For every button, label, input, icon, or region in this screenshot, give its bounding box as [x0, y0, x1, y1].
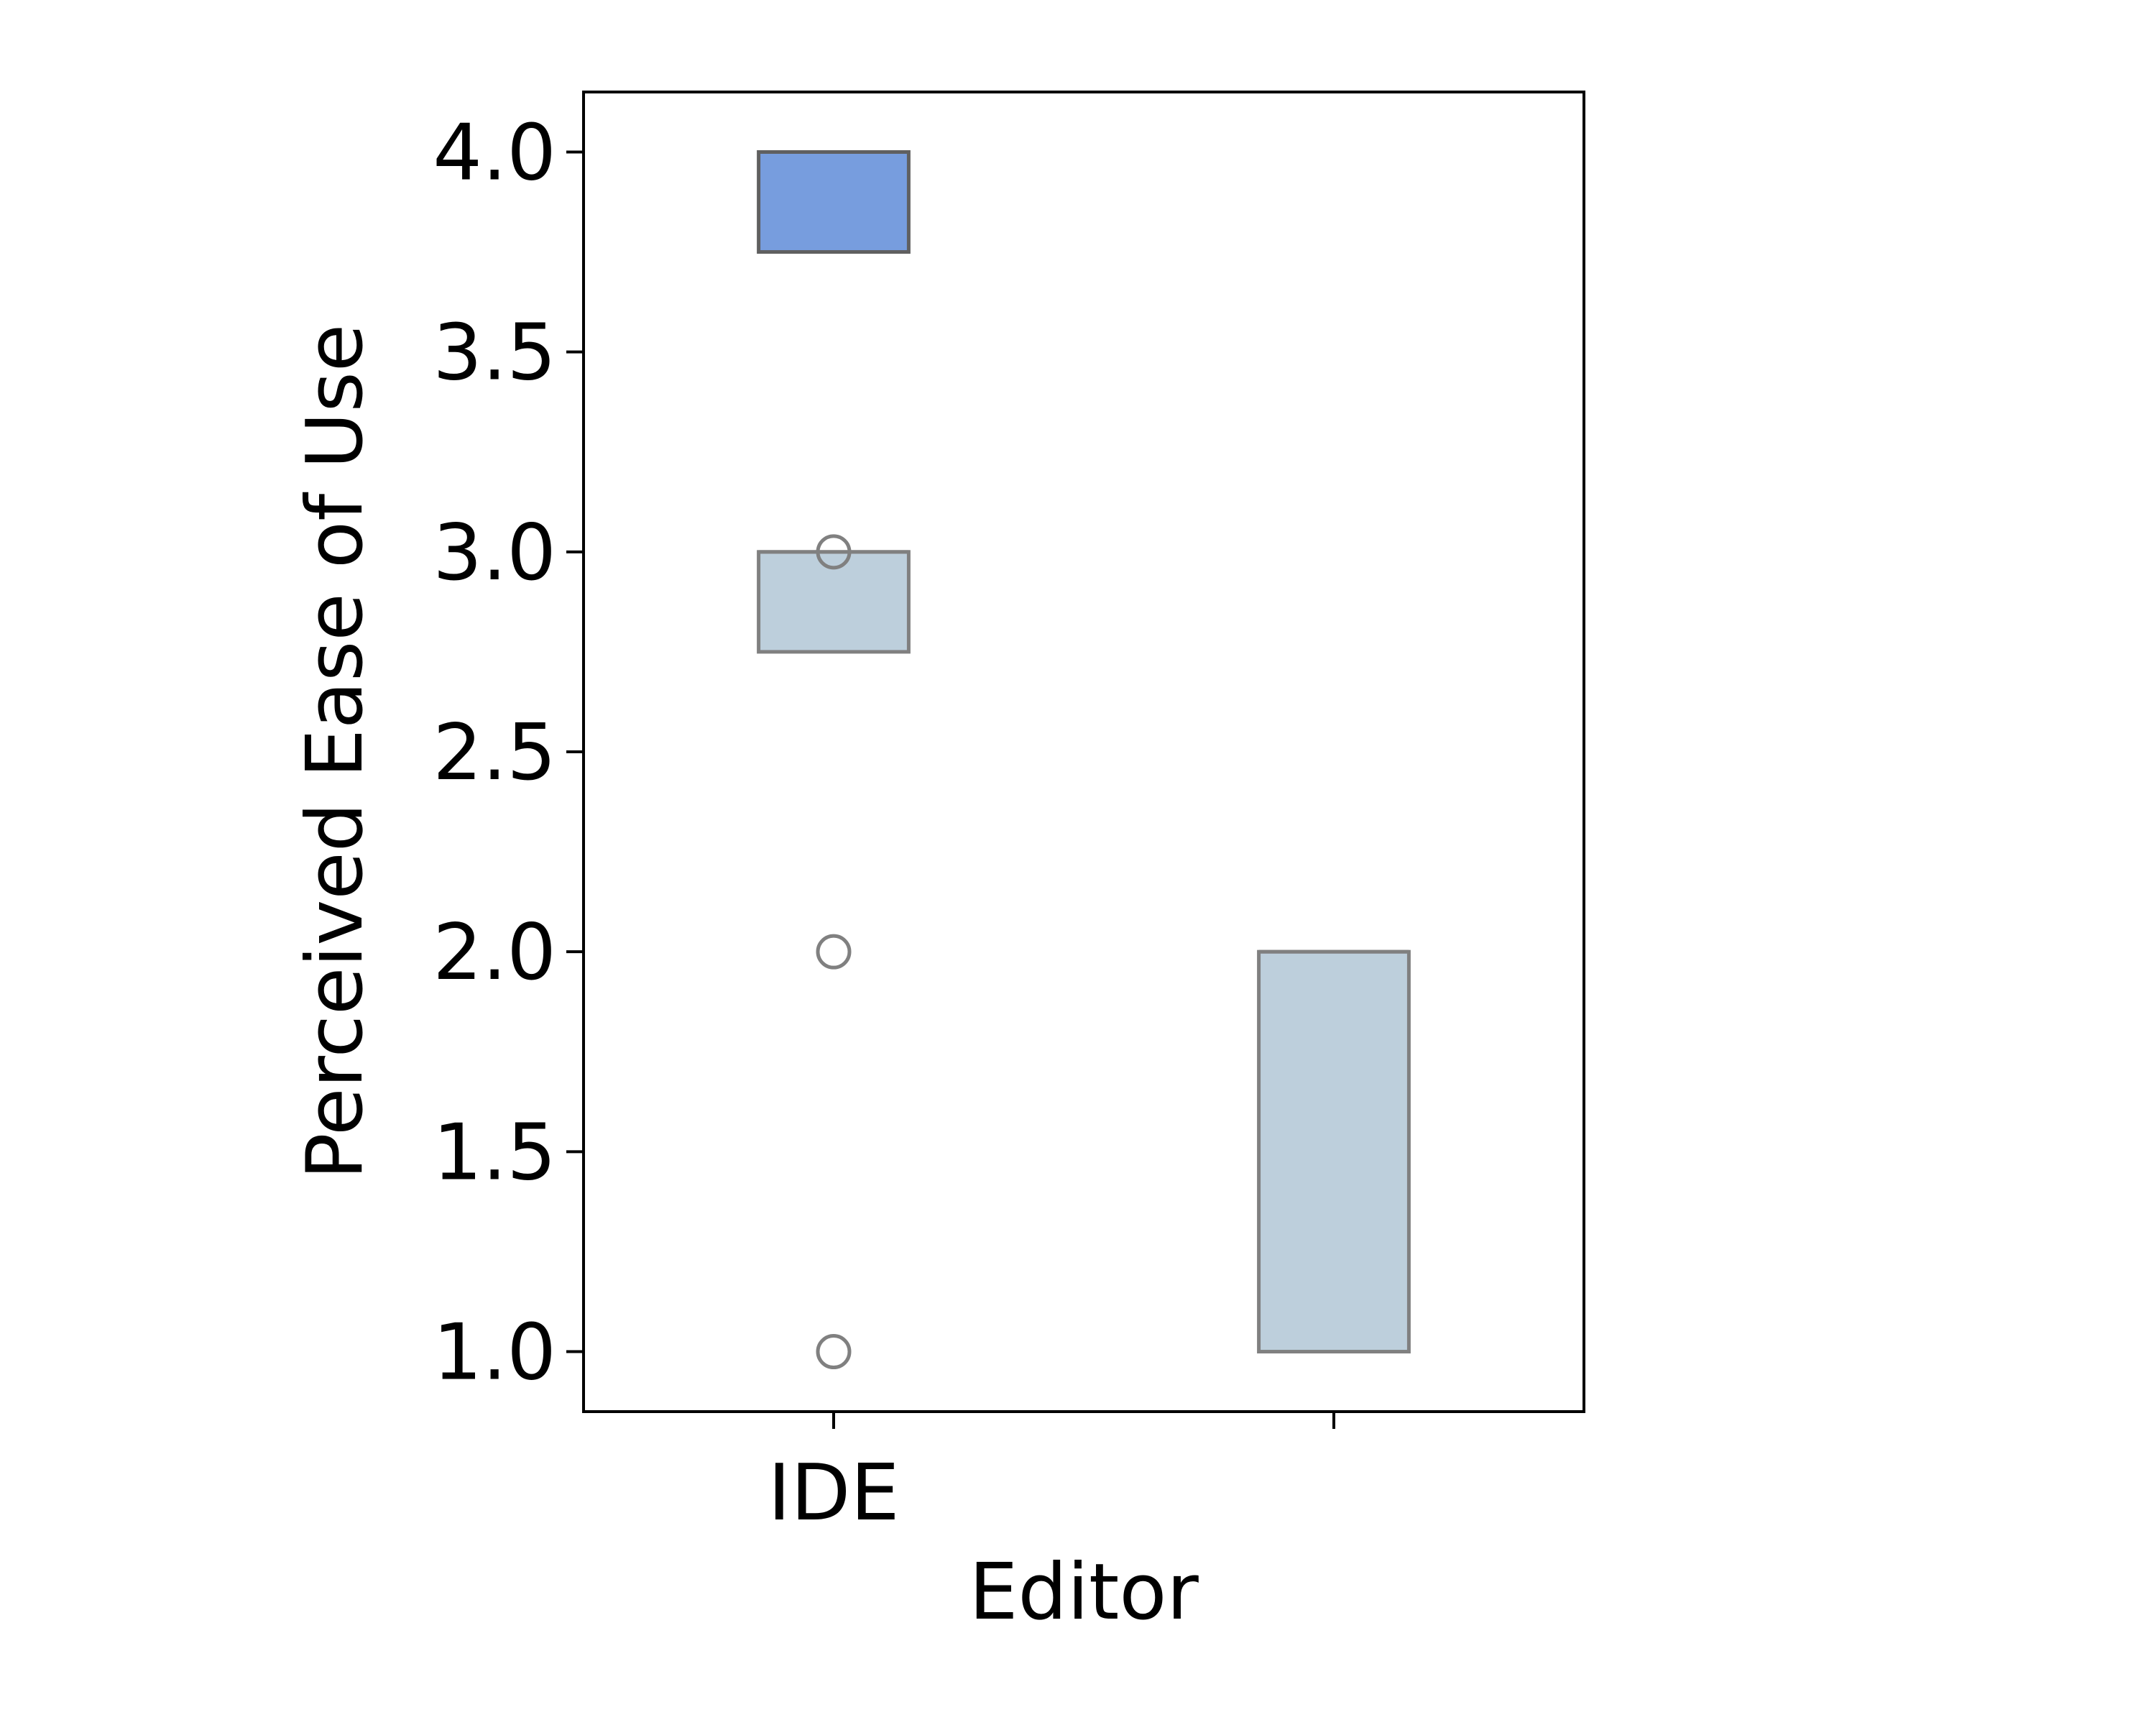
box-0	[757, 150, 911, 254]
x-axis: IDE	[768, 1412, 1335, 1538]
y-tick-label-0: 1.0	[433, 1308, 556, 1398]
y-tick-label-6: 4.0	[433, 108, 556, 198]
outliers-layer	[816, 534, 852, 1370]
outlier-point-1-0	[816, 534, 852, 570]
x-axis-label: Editor	[969, 1547, 1199, 1637]
y-tick-label-4: 3.0	[433, 508, 556, 598]
x-tick-label-0: IDE	[768, 1448, 899, 1538]
outlier-point-1-2	[816, 1334, 852, 1370]
y-tick-label-5: 3.5	[433, 308, 556, 398]
outlier-point-1-1	[816, 934, 852, 970]
y-axis-label: Perceived Ease of Use	[290, 324, 380, 1179]
y-tick-label-1: 1.5	[433, 1108, 556, 1197]
y-axis: 1.0 1.5 2.0 2.5 3.0 3.5 4.0	[433, 108, 584, 1398]
y-tick-label-2: 2.0	[433, 908, 556, 998]
boxes-layer	[757, 150, 1411, 1354]
box-2	[1257, 949, 1411, 1354]
plot-area	[584, 92, 1584, 1412]
y-tick-label-3: 2.5	[433, 708, 556, 798]
